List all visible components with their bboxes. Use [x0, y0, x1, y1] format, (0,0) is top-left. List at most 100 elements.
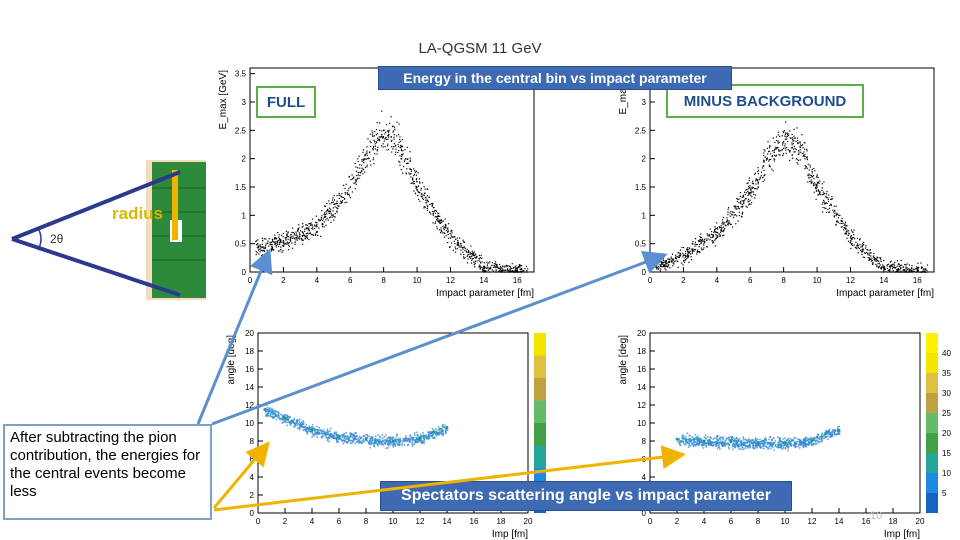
data-point [278, 239, 280, 241]
data-point [463, 257, 465, 260]
data-point [466, 248, 468, 250]
data-point [825, 202, 827, 204]
data-point [337, 440, 340, 443]
data-point [373, 442, 376, 445]
data-point [828, 204, 831, 207]
data-point [405, 173, 407, 175]
data-point [438, 229, 441, 231]
data-point [818, 437, 820, 440]
data-point [693, 250, 695, 252]
data-point [379, 136, 382, 138]
data-point [700, 247, 702, 249]
data-point [842, 222, 844, 224]
y-axis-label: angle [deg] [618, 335, 629, 385]
data-point [506, 265, 508, 268]
data-point [271, 416, 273, 418]
data-point [369, 440, 372, 443]
data-point [804, 153, 806, 156]
data-point [810, 439, 814, 443]
data-point [349, 435, 352, 438]
data-point [390, 116, 392, 118]
data-point [269, 241, 271, 243]
data-point [683, 247, 685, 249]
data-point [336, 207, 338, 209]
data-point [502, 266, 504, 268]
data-point [825, 431, 828, 433]
data-point [774, 154, 776, 157]
data-point [304, 426, 307, 429]
data-point [435, 209, 437, 211]
data-point [891, 265, 893, 268]
data-point [665, 260, 667, 262]
data-point [660, 259, 662, 261]
data-point [844, 221, 847, 223]
data-point [320, 217, 322, 219]
data-point [705, 446, 708, 448]
data-point [265, 243, 267, 245]
data-point [421, 182, 423, 184]
data-point [686, 249, 688, 251]
data-point [329, 216, 332, 218]
data-point [746, 206, 748, 208]
data-point [737, 207, 740, 209]
data-point [754, 188, 756, 190]
data-point [801, 145, 803, 147]
note-box: After subtracting the pion contribution,… [3, 424, 212, 520]
data-point [706, 233, 708, 235]
data-point [757, 183, 759, 185]
data-point [311, 436, 313, 438]
data-point [311, 423, 314, 426]
data-point [372, 437, 374, 439]
data-point [681, 438, 684, 440]
data-point [413, 443, 416, 445]
data-point [742, 195, 745, 198]
data-point [828, 436, 831, 438]
data-point [883, 271, 885, 273]
data-point [729, 440, 733, 444]
data-point [906, 267, 908, 269]
data-point [462, 239, 464, 241]
data-point [772, 170, 774, 172]
data-point [820, 433, 823, 436]
data-point [267, 242, 269, 245]
data-point [386, 443, 389, 446]
data-point [424, 196, 427, 198]
data-point [363, 435, 366, 437]
data-point [323, 212, 326, 214]
data-point [775, 148, 777, 150]
data-point [760, 171, 763, 173]
data-point [734, 206, 736, 208]
data-point [438, 430, 441, 433]
data-point [420, 194, 422, 196]
data-point [775, 154, 778, 156]
data-point [409, 435, 412, 438]
data-point [815, 437, 818, 439]
data-point [878, 265, 880, 268]
data-point [926, 269, 928, 271]
data-point [829, 436, 832, 438]
data-point [876, 256, 878, 258]
data-point [926, 271, 928, 273]
data-point [698, 250, 701, 253]
data-point [439, 215, 441, 217]
data-point [720, 442, 723, 444]
data-point [799, 149, 801, 151]
data-point [786, 449, 789, 452]
data-point [736, 441, 739, 444]
data-point [323, 432, 326, 434]
data-point [279, 238, 281, 241]
data-point [360, 171, 362, 173]
data-point [735, 440, 737, 442]
data-point [720, 229, 722, 231]
data-point [745, 198, 747, 200]
data-point [425, 434, 428, 437]
data-point [716, 442, 718, 444]
data-point [286, 414, 288, 417]
data-point [759, 438, 761, 441]
data-point [734, 205, 736, 207]
data-point [826, 191, 828, 193]
data-point [293, 238, 296, 240]
data-point [342, 434, 344, 437]
data-point [315, 232, 317, 234]
x-tick-label: 18 [497, 517, 506, 526]
